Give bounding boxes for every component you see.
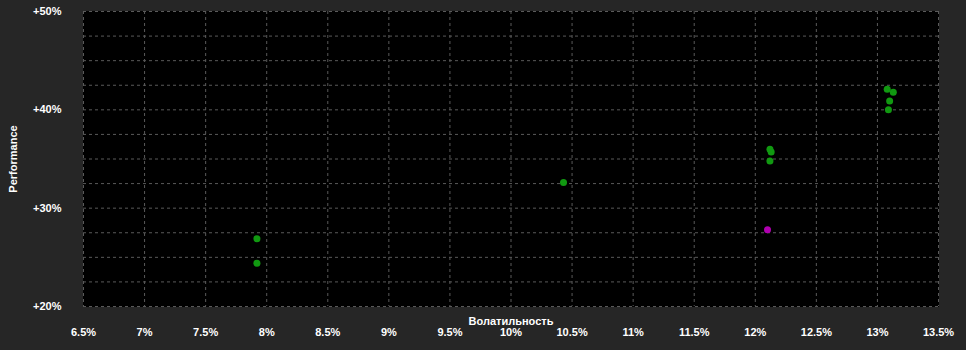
svg-text:8%: 8% bbox=[259, 326, 275, 338]
svg-text:Performance: Performance bbox=[7, 125, 19, 192]
svg-text:+50%: +50% bbox=[33, 5, 62, 17]
svg-text:7%: 7% bbox=[137, 326, 153, 338]
svg-text:13.5%: 13.5% bbox=[923, 326, 954, 338]
svg-text:9.5%: 9.5% bbox=[437, 326, 462, 338]
svg-text:12%: 12% bbox=[744, 326, 766, 338]
svg-text:10.5%: 10.5% bbox=[556, 326, 587, 338]
svg-text:12.5%: 12.5% bbox=[801, 326, 832, 338]
svg-text:11%: 11% bbox=[622, 326, 644, 338]
svg-text:8.5%: 8.5% bbox=[315, 326, 340, 338]
svg-text:13%: 13% bbox=[866, 326, 888, 338]
svg-text:10%: 10% bbox=[500, 326, 522, 338]
svg-text:+30%: +30% bbox=[33, 202, 62, 214]
svg-text:7.5%: 7.5% bbox=[193, 326, 218, 338]
svg-text:+20%: +20% bbox=[33, 300, 62, 312]
svg-text:+40%: +40% bbox=[33, 103, 62, 115]
svg-text:Волатильность: Волатильность bbox=[469, 315, 554, 327]
svg-text:6.5%: 6.5% bbox=[71, 326, 96, 338]
svg-text:11.5%: 11.5% bbox=[679, 326, 710, 338]
svg-text:9%: 9% bbox=[381, 326, 397, 338]
